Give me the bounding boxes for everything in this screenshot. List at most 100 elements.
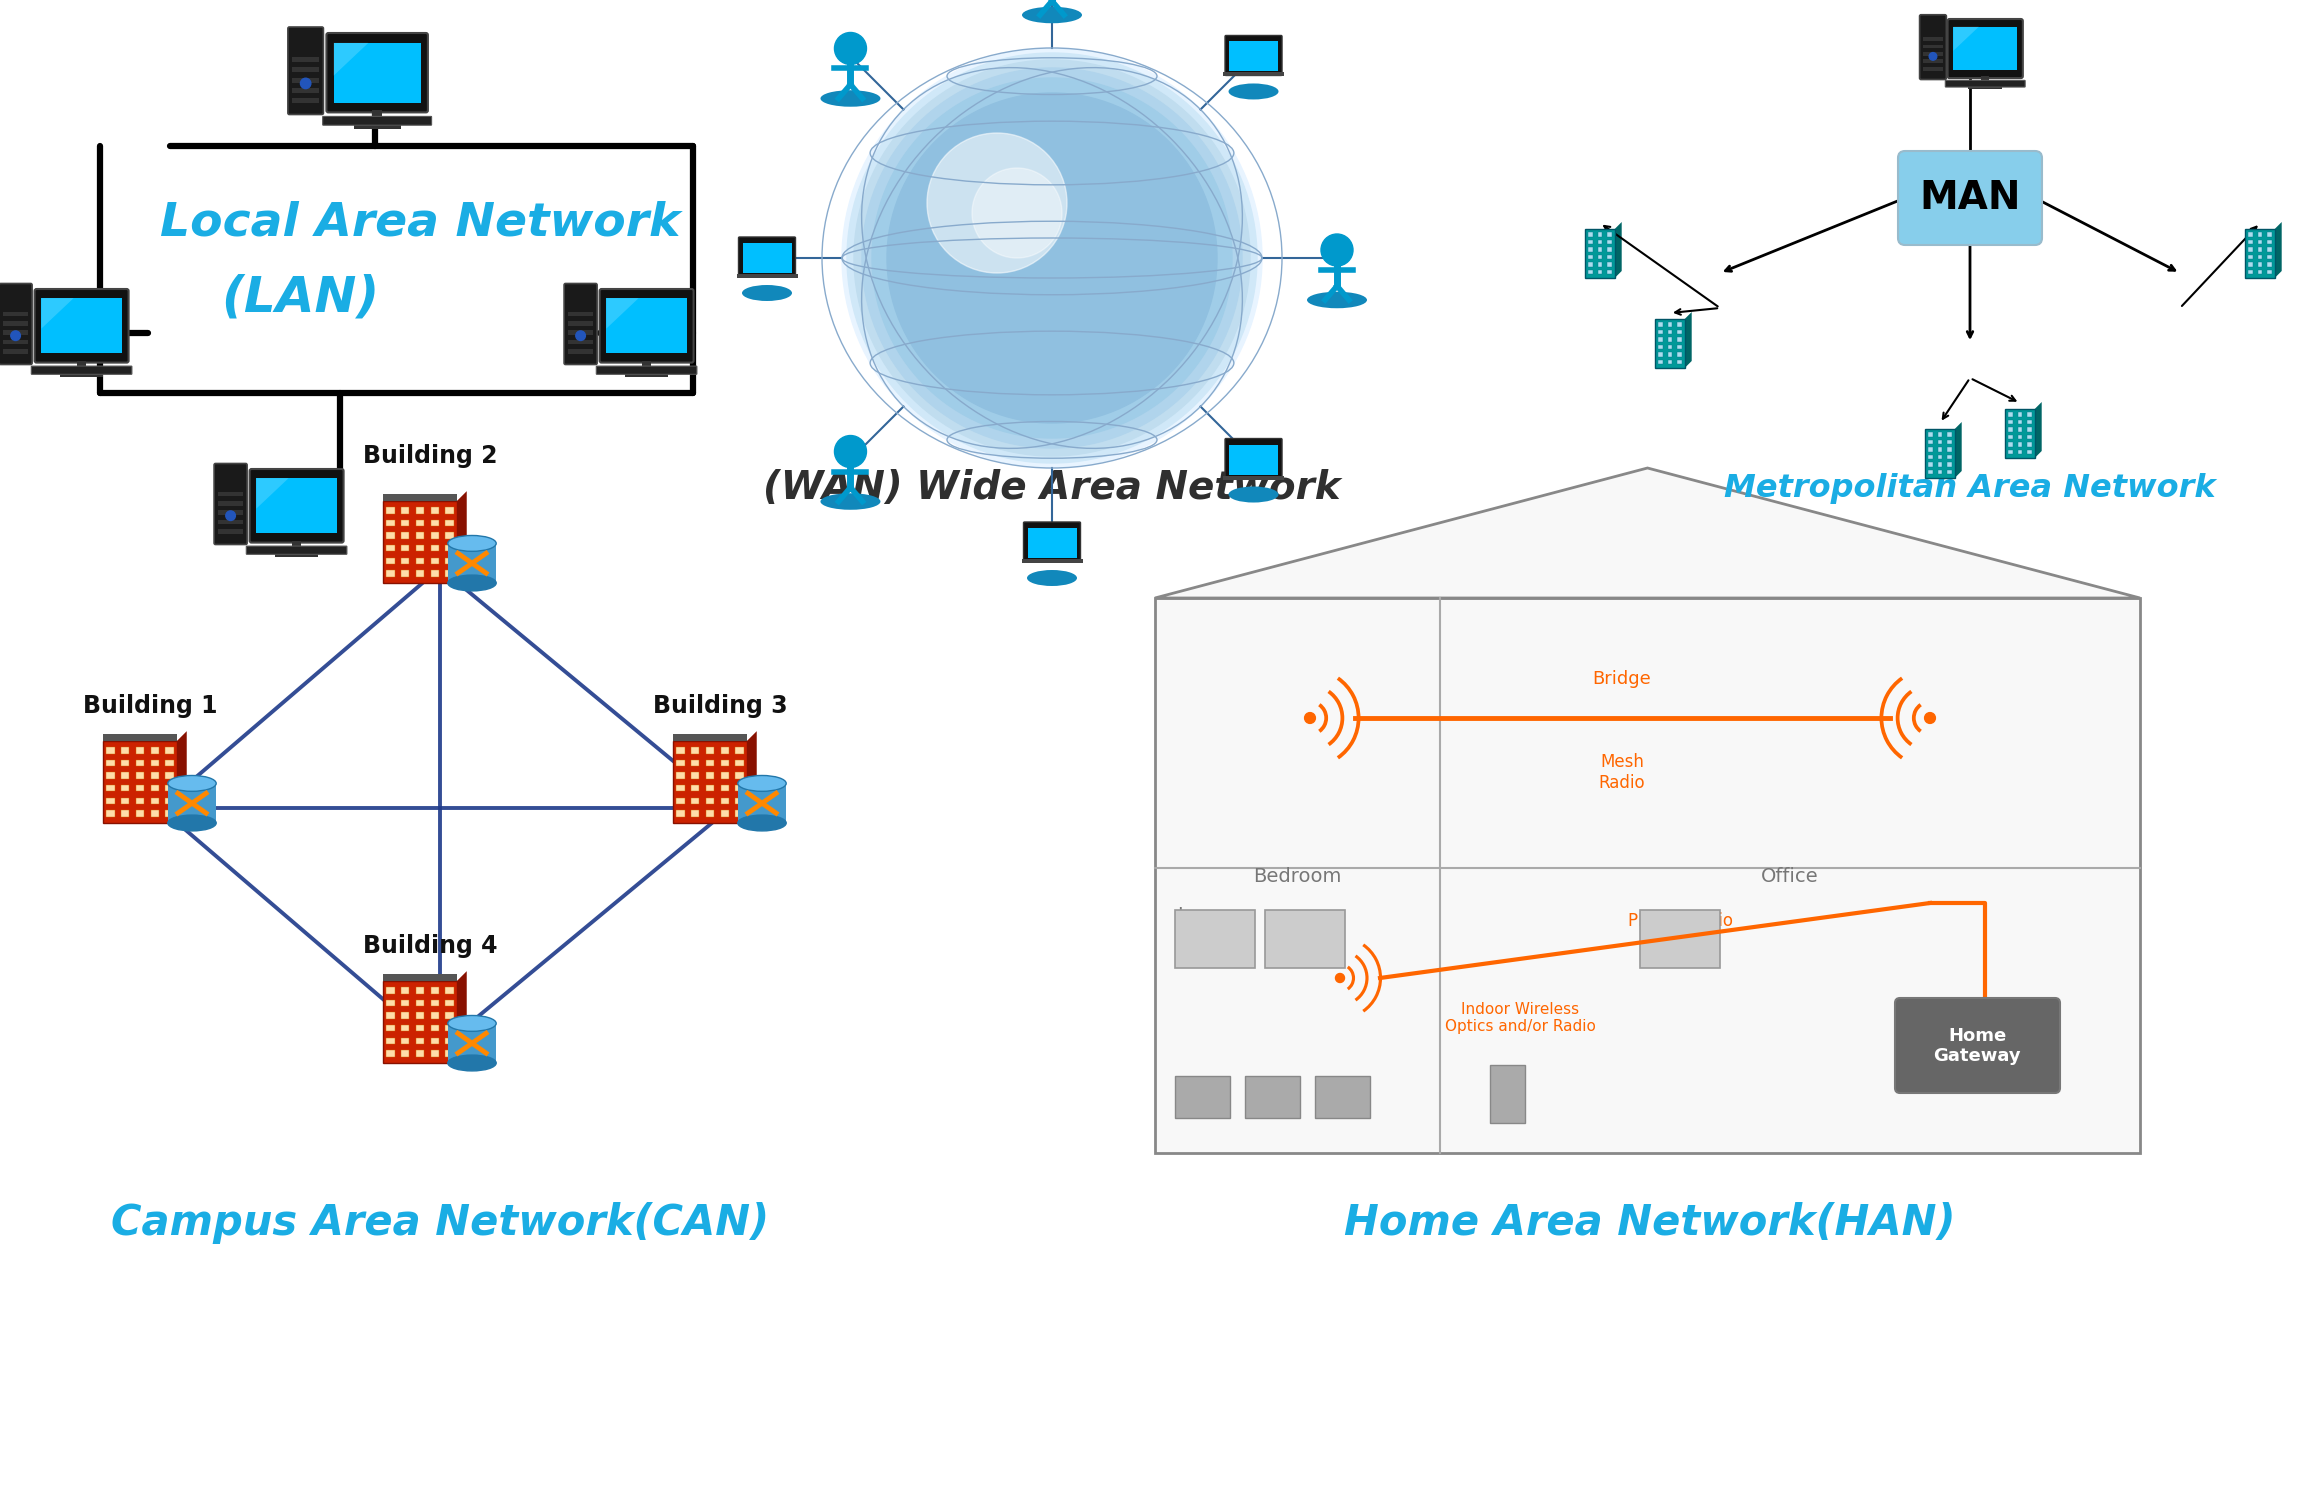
Bar xyxy=(445,1038,454,1044)
Text: Office: Office xyxy=(1760,867,1818,887)
Bar xyxy=(1608,232,1613,237)
Bar xyxy=(1608,270,1613,274)
Bar xyxy=(122,810,129,817)
Bar xyxy=(2028,449,2032,454)
Bar xyxy=(673,740,746,823)
Bar xyxy=(2007,449,2014,454)
Bar xyxy=(1175,1077,1230,1117)
Bar xyxy=(445,1025,454,1031)
Bar xyxy=(445,988,454,994)
Bar xyxy=(1228,445,1279,475)
Ellipse shape xyxy=(742,285,793,302)
Bar xyxy=(705,798,714,804)
Bar xyxy=(447,1024,495,1063)
Bar xyxy=(1640,909,1721,968)
Bar xyxy=(2,312,28,317)
Bar xyxy=(1677,338,1682,342)
Bar xyxy=(219,510,244,514)
Bar xyxy=(1947,448,1951,451)
Bar xyxy=(431,532,438,538)
Bar xyxy=(1924,45,1942,48)
Bar xyxy=(569,312,592,317)
Bar xyxy=(1938,448,1942,451)
Circle shape xyxy=(226,511,235,520)
Bar xyxy=(431,520,438,526)
Circle shape xyxy=(855,60,1251,455)
Ellipse shape xyxy=(447,1015,495,1031)
FancyBboxPatch shape xyxy=(1226,439,1281,478)
Bar xyxy=(1968,86,2002,89)
Bar xyxy=(1938,455,1942,458)
Bar xyxy=(1491,1065,1525,1123)
Circle shape xyxy=(848,53,1258,463)
Bar xyxy=(2,330,28,335)
Bar xyxy=(150,772,159,778)
Bar xyxy=(1597,232,1604,237)
Bar xyxy=(122,746,129,754)
Bar xyxy=(2267,232,2272,237)
Bar xyxy=(417,558,424,564)
Text: Building 4: Building 4 xyxy=(362,933,498,958)
Bar xyxy=(417,507,424,514)
Bar xyxy=(1265,909,1346,968)
Bar xyxy=(122,760,129,766)
Bar xyxy=(219,492,244,496)
Ellipse shape xyxy=(447,1056,495,1071)
Bar xyxy=(431,507,438,514)
Bar xyxy=(1587,255,1592,259)
Bar xyxy=(445,507,454,514)
Bar xyxy=(2267,247,2272,252)
FancyBboxPatch shape xyxy=(323,116,431,125)
Bar xyxy=(417,1038,424,1044)
Polygon shape xyxy=(746,731,756,823)
Bar xyxy=(691,772,700,778)
Bar xyxy=(1668,330,1673,335)
Text: Home
Gateway: Home Gateway xyxy=(1933,1027,2021,1065)
Bar xyxy=(2258,240,2263,244)
Bar xyxy=(569,339,592,344)
Bar xyxy=(2258,262,2263,267)
Bar xyxy=(401,532,410,538)
Bar xyxy=(445,1000,454,1006)
Bar xyxy=(122,784,129,792)
Ellipse shape xyxy=(168,816,217,831)
Bar xyxy=(705,772,714,778)
Bar xyxy=(382,501,456,584)
Bar xyxy=(1668,353,1673,357)
Bar xyxy=(150,746,159,754)
Bar xyxy=(401,1000,410,1006)
Bar xyxy=(721,760,728,766)
Bar xyxy=(1608,262,1613,267)
Bar xyxy=(1316,1077,1371,1117)
Bar xyxy=(1659,353,1663,357)
Bar xyxy=(2249,262,2253,267)
Bar xyxy=(136,746,145,754)
Bar xyxy=(2,321,28,326)
Bar xyxy=(1938,433,1942,436)
Bar xyxy=(387,570,394,576)
Bar xyxy=(150,760,159,766)
Bar xyxy=(569,348,592,354)
Bar xyxy=(445,1050,454,1057)
Polygon shape xyxy=(456,492,468,584)
Bar xyxy=(2249,270,2253,274)
Text: Metropolitan Area Network: Metropolitan Area Network xyxy=(1723,472,2216,504)
Bar xyxy=(569,321,592,326)
FancyBboxPatch shape xyxy=(288,27,323,115)
Bar xyxy=(417,1012,424,1019)
Circle shape xyxy=(862,68,1242,448)
Bar xyxy=(417,1000,424,1006)
Bar xyxy=(387,544,394,552)
Bar xyxy=(742,243,793,273)
Bar xyxy=(569,330,592,335)
Bar xyxy=(431,988,438,994)
Bar xyxy=(1924,59,1942,63)
Bar xyxy=(219,529,244,534)
Bar xyxy=(691,810,700,817)
Bar xyxy=(735,746,744,754)
Bar xyxy=(705,746,714,754)
Bar xyxy=(1947,455,1951,458)
Bar xyxy=(721,784,728,792)
Bar xyxy=(1223,72,1283,77)
Bar xyxy=(168,783,217,823)
